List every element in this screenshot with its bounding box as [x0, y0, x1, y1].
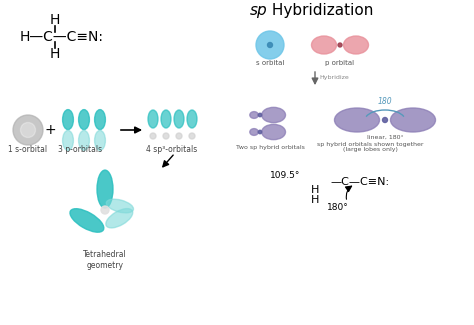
Text: H: H — [50, 47, 60, 61]
Ellipse shape — [311, 36, 337, 54]
Text: 4 sp³-orbitals: 4 sp³-orbitals — [146, 146, 198, 154]
Ellipse shape — [344, 36, 368, 54]
Text: p orbital: p orbital — [326, 60, 355, 66]
Text: Tetrahedral
geometry: Tetrahedral geometry — [83, 250, 127, 270]
Ellipse shape — [148, 110, 158, 128]
Ellipse shape — [250, 111, 258, 118]
Ellipse shape — [70, 209, 104, 232]
Text: sp: sp — [250, 3, 268, 18]
Text: 180: 180 — [378, 98, 392, 107]
Ellipse shape — [335, 108, 380, 132]
Ellipse shape — [161, 110, 171, 128]
Ellipse shape — [262, 124, 285, 140]
Text: 180°: 180° — [327, 203, 349, 213]
Ellipse shape — [79, 130, 90, 150]
Text: H—C—C≡N:: H—C—C≡N: — [20, 30, 104, 44]
Ellipse shape — [174, 110, 184, 128]
Text: 1 s-orbital: 1 s-orbital — [9, 145, 47, 153]
Ellipse shape — [383, 118, 388, 123]
Text: linear, 180°: linear, 180° — [367, 135, 403, 139]
Ellipse shape — [101, 206, 109, 214]
Ellipse shape — [250, 129, 258, 136]
Ellipse shape — [187, 110, 197, 128]
Ellipse shape — [63, 130, 73, 150]
Ellipse shape — [267, 43, 273, 47]
Ellipse shape — [63, 110, 73, 130]
Ellipse shape — [338, 43, 342, 47]
Text: H: H — [311, 195, 319, 205]
Ellipse shape — [106, 199, 134, 213]
Ellipse shape — [176, 133, 182, 139]
Ellipse shape — [258, 130, 262, 134]
Ellipse shape — [97, 170, 113, 208]
Text: H: H — [50, 13, 60, 27]
Text: Hybridize: Hybridize — [319, 74, 349, 80]
Text: Hybridization: Hybridization — [267, 3, 374, 18]
Text: Two sp hybrid orbitals: Two sp hybrid orbitals — [236, 145, 304, 150]
Ellipse shape — [20, 123, 36, 137]
Ellipse shape — [258, 113, 262, 117]
Text: 109.5°: 109.5° — [270, 171, 300, 179]
Ellipse shape — [13, 115, 43, 145]
Ellipse shape — [163, 133, 169, 139]
Ellipse shape — [106, 209, 133, 228]
Text: 3 p-orbitals: 3 p-orbitals — [58, 145, 102, 153]
Ellipse shape — [95, 110, 105, 130]
Ellipse shape — [150, 133, 156, 139]
Ellipse shape — [262, 107, 285, 123]
Text: H: H — [311, 185, 319, 195]
Text: +: + — [44, 123, 56, 137]
Text: —C—C≡N:: —C—C≡N: — [330, 177, 389, 187]
Text: sp hybrid orbitals shown together
(large lobes only): sp hybrid orbitals shown together (large… — [317, 142, 423, 152]
Text: s orbital: s orbital — [256, 60, 284, 66]
Ellipse shape — [256, 31, 284, 59]
Ellipse shape — [95, 130, 105, 150]
Ellipse shape — [79, 110, 90, 130]
Ellipse shape — [391, 108, 436, 132]
Ellipse shape — [189, 133, 195, 139]
